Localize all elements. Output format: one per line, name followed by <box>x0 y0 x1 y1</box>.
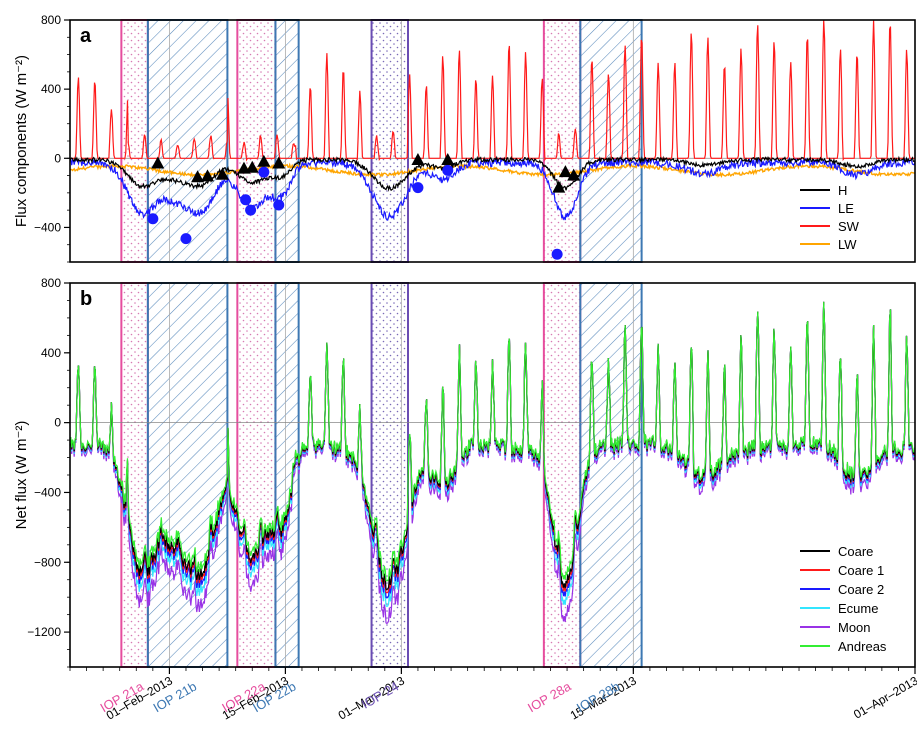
iop-box-1 <box>146 282 229 668</box>
panel-b-letter: b <box>80 288 92 310</box>
legend-label-2: SW <box>838 219 860 234</box>
iop-box-3 <box>274 282 300 668</box>
panel-b-series <box>69 301 915 625</box>
h-triangle-0 <box>151 156 165 169</box>
legend-label-1: Coare 1 <box>838 563 884 578</box>
ytick-label-2: −400 <box>34 485 61 499</box>
ytick-label-3: 800 <box>41 13 61 27</box>
iop-label-5: IOP 28a <box>525 678 574 715</box>
iop-box-2 <box>236 19 277 263</box>
le-circle-0 <box>147 213 159 225</box>
ytick-label-1: −800 <box>34 555 61 569</box>
iop-box-5 <box>542 19 582 263</box>
h-triangle-7 <box>272 156 286 169</box>
panel-a-letter: a <box>80 25 92 47</box>
legend-label-2: Coare 2 <box>838 582 884 597</box>
h-triangle-12 <box>567 168 581 181</box>
panel-a-y-label: Flux components (W m⁻²) <box>13 55 30 227</box>
ytick-label-1: 0 <box>54 151 61 165</box>
le-circle-5 <box>273 199 285 211</box>
h-triangle-6 <box>257 154 271 167</box>
panel-b-y-axis: −1200 −800 −400 0 400 800 <box>27 276 70 668</box>
le-circle-8 <box>551 248 563 260</box>
h-triangle-5 <box>245 160 259 173</box>
ytick-label-5: 800 <box>41 276 61 290</box>
panel-a-legend: H LE SW LW <box>800 183 860 252</box>
legend-label-0: Coare <box>838 544 873 559</box>
legend-label-5: Andreas <box>838 639 887 654</box>
h-triangle-8 <box>411 153 425 166</box>
h-triangle-9 <box>441 153 455 166</box>
le-circle-3 <box>245 204 257 216</box>
ytick-label-0: −400 <box>34 220 61 234</box>
iop-box-0 <box>120 282 149 668</box>
panel-a-y-axis: −400 0 400 800 <box>34 13 70 263</box>
ytick-label-2: 400 <box>41 82 61 96</box>
iop-box-3 <box>274 19 300 263</box>
le-circle-2 <box>240 194 252 206</box>
series-LE <box>69 156 915 221</box>
panel-b-y-label: Net flux (W m⁻²) <box>13 421 30 530</box>
le-circle-1 <box>180 233 192 245</box>
legend-label-4: Moon <box>838 620 871 635</box>
legend-label-3: LW <box>838 237 857 252</box>
ytick-label-0: −1200 <box>27 625 61 639</box>
x-axis: 01–Feb–2013 01–Mar–2013 15–Mar–2013 01–Apr–… <box>69 667 917 723</box>
ytick-label-3: 0 <box>54 416 61 430</box>
panel-a-iop-shading <box>120 19 643 263</box>
panel-b-legend: Coare Coare 1 Coare 2 Ecume Moon Andreas <box>800 544 887 654</box>
le-circle-6 <box>412 182 424 194</box>
h-triangle-1 <box>191 170 205 183</box>
panel-a-markers <box>147 153 581 260</box>
series-SW <box>70 20 915 162</box>
panel-a-series <box>69 20 915 221</box>
legend-label-1: LE <box>838 201 854 216</box>
h-triangle-3 <box>215 167 229 180</box>
series-LW <box>69 162 915 179</box>
h-triangle-2 <box>201 169 215 182</box>
iop-box-5 <box>542 282 582 668</box>
le-circle-7 <box>442 164 454 176</box>
h-triangle-10 <box>552 180 566 193</box>
legend-label-0: H <box>838 183 847 198</box>
iop-box-2 <box>236 282 277 668</box>
h-triangle-11 <box>558 165 572 178</box>
le-circle-4 <box>258 166 270 178</box>
ytick-label-4: 400 <box>41 346 61 360</box>
xtick-label-3: 01–Apr–2013 <box>851 673 917 721</box>
iop-box-1 <box>146 19 229 263</box>
iop-label-4: IOP 24 <box>359 679 401 712</box>
iop-box-6 <box>579 282 643 668</box>
legend-label-3: Ecume <box>838 601 878 616</box>
series-andreas <box>69 301 915 582</box>
